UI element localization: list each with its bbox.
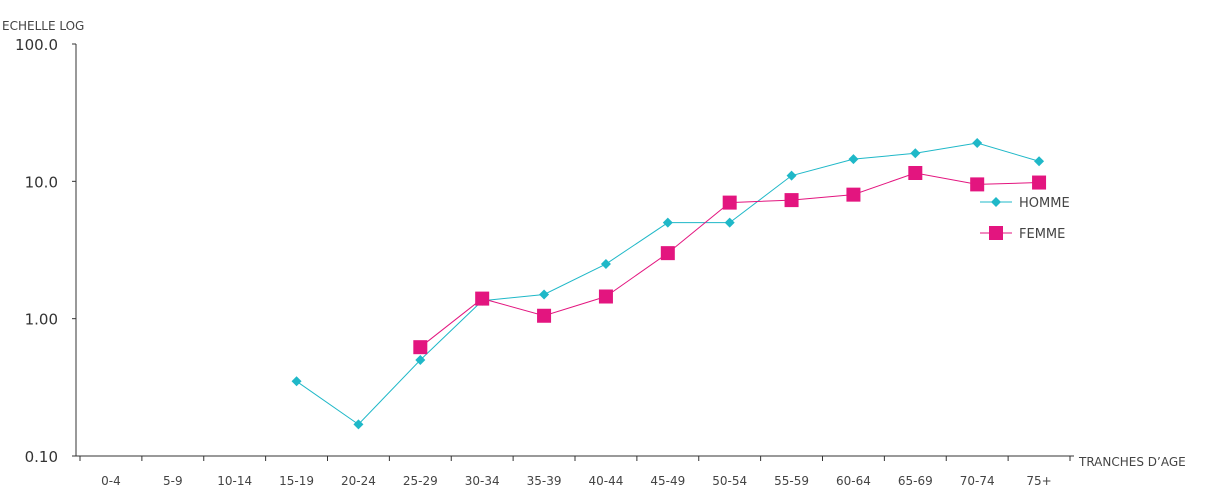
data-point-femme: [537, 308, 552, 323]
data-point-femme: [908, 165, 923, 180]
x-tick-label: 60-64: [836, 474, 871, 486]
axes: [75, 44, 1074, 457]
x-tick-label: 65-69: [898, 474, 933, 486]
data-point-homme: [415, 355, 426, 366]
data-point-homme: [972, 138, 983, 149]
legend-label-homme: HOMME: [1019, 196, 1070, 211]
data-point-femme: [784, 193, 799, 208]
x-axis-title: TRANCHES D’AGE: [1078, 455, 1186, 469]
data-point-homme: [848, 154, 859, 165]
data-point-homme: [539, 289, 550, 300]
y-tick-label: 1.00: [25, 311, 58, 329]
data-point-femme: [970, 177, 985, 192]
data-point-homme: [600, 259, 611, 270]
series-femme: [413, 165, 1047, 355]
data-point-femme: [598, 289, 613, 304]
x-tick-label: 45-49: [650, 474, 685, 486]
x-tick-label: 75+: [1026, 474, 1051, 486]
y-tick-label: 0.10: [25, 448, 58, 466]
data-point-femme: [660, 246, 675, 261]
legend-item-homme: HOMME: [980, 196, 1070, 211]
legend-item-femme: FEMME: [980, 226, 1065, 242]
data-point-femme: [413, 340, 428, 355]
x-tick-label: 5-9: [163, 474, 183, 486]
data-point-homme: [910, 148, 921, 159]
series-homme: [291, 138, 1045, 430]
y-axis-title: ECHELLE LOG: [2, 19, 84, 33]
legend: HOMME FEMME: [980, 196, 1070, 242]
x-tick-label: 0-4: [101, 474, 121, 486]
data-point-homme: [724, 217, 735, 228]
legend-marker-femme: [989, 226, 1003, 240]
series-line-homme: [296, 142, 1040, 426]
data-point-homme: [353, 419, 364, 430]
data-point-homme: [291, 376, 302, 387]
y-ticks: 0.10 1.00 10.0 100.0: [15, 36, 76, 466]
data-point-femme: [475, 291, 490, 306]
x-tick-label: 55-59: [774, 474, 809, 486]
x-ticks: 0-4 5-9 10-14 15-19 20-24 25-29 30-34 35-39 40-4…: [79, 456, 1071, 486]
data-point-femme: [1032, 175, 1047, 190]
x-tick-label: 10-14: [217, 474, 252, 486]
data-point-homme: [1034, 156, 1045, 167]
data-point-homme: [662, 217, 673, 228]
series-layer: [291, 138, 1047, 430]
x-tick-label: 50-54: [712, 474, 747, 486]
x-tick-label: 70-74: [960, 474, 995, 486]
x-tick-label: 20-24: [341, 474, 376, 486]
legend-marker-homme: [991, 197, 1001, 207]
y-tick-label: 10.0: [25, 173, 58, 191]
x-tick-label: 35-39: [527, 474, 562, 486]
x-tick-label: 30-34: [465, 474, 500, 486]
data-point-femme: [722, 195, 737, 210]
data-point-femme: [846, 187, 861, 202]
legend-label-femme: FEMME: [1019, 227, 1065, 242]
y-tick-label: 100.0: [15, 36, 58, 54]
data-point-homme: [786, 170, 797, 181]
x-tick-label: 25-29: [403, 474, 438, 486]
x-tick-label: 15-19: [279, 474, 314, 486]
x-tick-label: 40-44: [589, 474, 624, 486]
